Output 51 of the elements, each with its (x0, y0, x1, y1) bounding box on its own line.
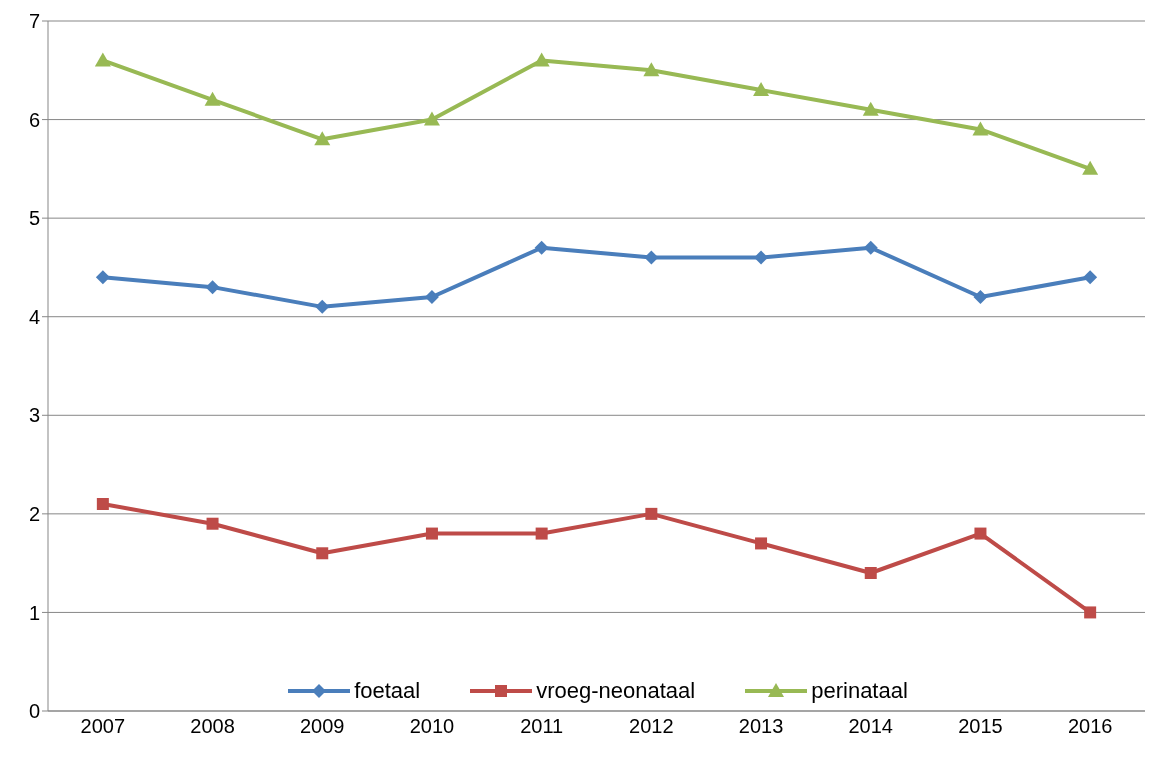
y-tick-label: 5 (28, 207, 40, 230)
x-tick-label: 2015 (958, 715, 1003, 738)
x-tick-label: 2013 (738, 715, 784, 738)
point (973, 290, 988, 304)
point (972, 121, 989, 136)
point (534, 240, 549, 255)
x-tick-label: 2009 (300, 715, 345, 738)
point (535, 527, 548, 540)
legend-label: perinataal (811, 678, 908, 704)
x-tick-label: 2014 (848, 715, 893, 738)
point (862, 101, 879, 116)
y-tick-label: 3 (28, 404, 40, 427)
point (755, 537, 768, 550)
point (1084, 606, 1097, 619)
y-tick-label: 2 (28, 502, 40, 525)
point (96, 498, 109, 510)
y-tick-label: 7 (28, 10, 40, 33)
point (205, 280, 220, 295)
x-tick-label: 2016 (1067, 715, 1113, 738)
point (204, 91, 221, 106)
x-tick-label: 2012 (629, 715, 674, 738)
y-tick-label: 4 (28, 305, 40, 328)
point (424, 290, 439, 304)
point (645, 507, 658, 520)
x-tick-label: 2007 (80, 715, 126, 738)
y-tick-label: 0 (28, 700, 40, 723)
x-tick-label: 2010 (409, 715, 455, 738)
point (753, 82, 770, 96)
point (94, 52, 111, 67)
point (314, 131, 331, 146)
point (1082, 160, 1099, 175)
point (974, 527, 987, 540)
point (425, 527, 438, 540)
point (643, 62, 660, 77)
x-tick-label: 2011 (520, 715, 564, 738)
point (644, 250, 659, 265)
point (754, 250, 769, 265)
point (95, 270, 110, 285)
y-tick-label: 6 (28, 108, 40, 131)
x-tick-label: 2008 (190, 715, 235, 738)
point (864, 567, 877, 579)
point (863, 240, 878, 255)
legend-label: vroeg-neonataal (536, 678, 696, 704)
point (533, 52, 550, 67)
point (423, 111, 440, 126)
point (315, 299, 330, 314)
point (206, 517, 219, 530)
y-tick-label: 1 (28, 601, 40, 624)
point (1083, 270, 1098, 285)
point (316, 547, 329, 560)
legend-label: foetaal (354, 678, 421, 704)
